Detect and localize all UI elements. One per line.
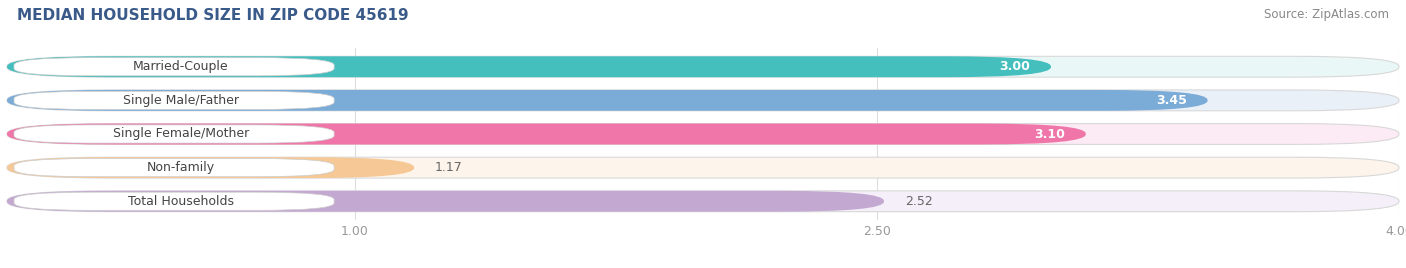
Text: MEDIAN HOUSEHOLD SIZE IN ZIP CODE 45619: MEDIAN HOUSEHOLD SIZE IN ZIP CODE 45619 (17, 8, 409, 23)
Text: 1.17: 1.17 (434, 161, 463, 174)
Text: Married-Couple: Married-Couple (134, 60, 229, 73)
FancyBboxPatch shape (14, 125, 335, 143)
Text: 3.45: 3.45 (1156, 94, 1187, 107)
FancyBboxPatch shape (14, 91, 335, 109)
FancyBboxPatch shape (7, 157, 1399, 178)
FancyBboxPatch shape (14, 192, 335, 210)
FancyBboxPatch shape (7, 124, 1399, 144)
FancyBboxPatch shape (7, 90, 1399, 111)
FancyBboxPatch shape (7, 56, 1050, 77)
Text: Non-family: Non-family (148, 161, 215, 174)
FancyBboxPatch shape (7, 56, 1399, 77)
FancyBboxPatch shape (14, 58, 335, 76)
FancyBboxPatch shape (7, 191, 884, 212)
Text: Total Households: Total Households (128, 195, 233, 208)
FancyBboxPatch shape (7, 124, 1085, 144)
Text: Single Male/Father: Single Male/Father (122, 94, 239, 107)
Text: 3.10: 3.10 (1033, 128, 1064, 140)
FancyBboxPatch shape (7, 90, 1208, 111)
Text: 2.52: 2.52 (905, 195, 932, 208)
FancyBboxPatch shape (14, 159, 335, 177)
FancyBboxPatch shape (7, 191, 1399, 212)
Text: Source: ZipAtlas.com: Source: ZipAtlas.com (1264, 8, 1389, 21)
Text: 3.00: 3.00 (1000, 60, 1031, 73)
FancyBboxPatch shape (7, 157, 415, 178)
Text: Single Female/Mother: Single Female/Mother (112, 128, 249, 140)
